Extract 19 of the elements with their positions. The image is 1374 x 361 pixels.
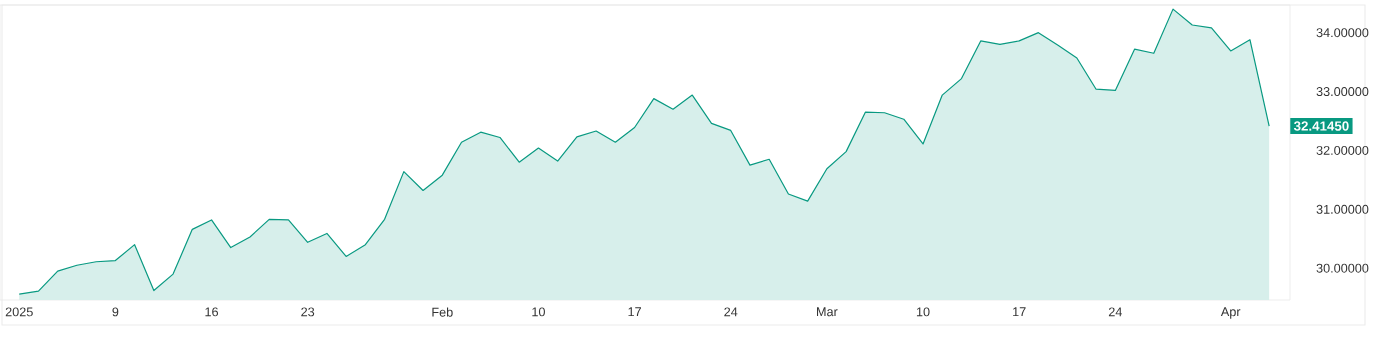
y-tick-label: 33.00000: [1316, 87, 1369, 97]
x-tick-label: 24: [1108, 307, 1122, 317]
text: 32.41450: [1293, 121, 1349, 131]
x-tick-label: 10: [532, 307, 545, 317]
x-tick-label: 17: [628, 307, 641, 317]
y-tick-label: 32.00000: [1316, 145, 1369, 155]
x-tick-label: 23: [301, 307, 315, 317]
x-tick-label: Feb: [432, 307, 453, 317]
x-tick-label: 17: [1013, 307, 1026, 317]
x-tick-label: 16: [205, 307, 219, 317]
y-tick-label: 30.00000: [1316, 263, 1369, 273]
x-tick-label: 2025: [5, 307, 33, 317]
x-tick-label: 10: [916, 307, 930, 317]
x-tick-label: Apr: [1220, 307, 1241, 319]
x-tick-label: 24: [724, 307, 738, 317]
x-tick-label: 9: [112, 307, 119, 317]
y-tick-label: 31.00000: [1316, 204, 1369, 214]
x-tick-label: Mar: [817, 307, 838, 317]
y-tick-label: 34.00000: [1316, 28, 1369, 38]
